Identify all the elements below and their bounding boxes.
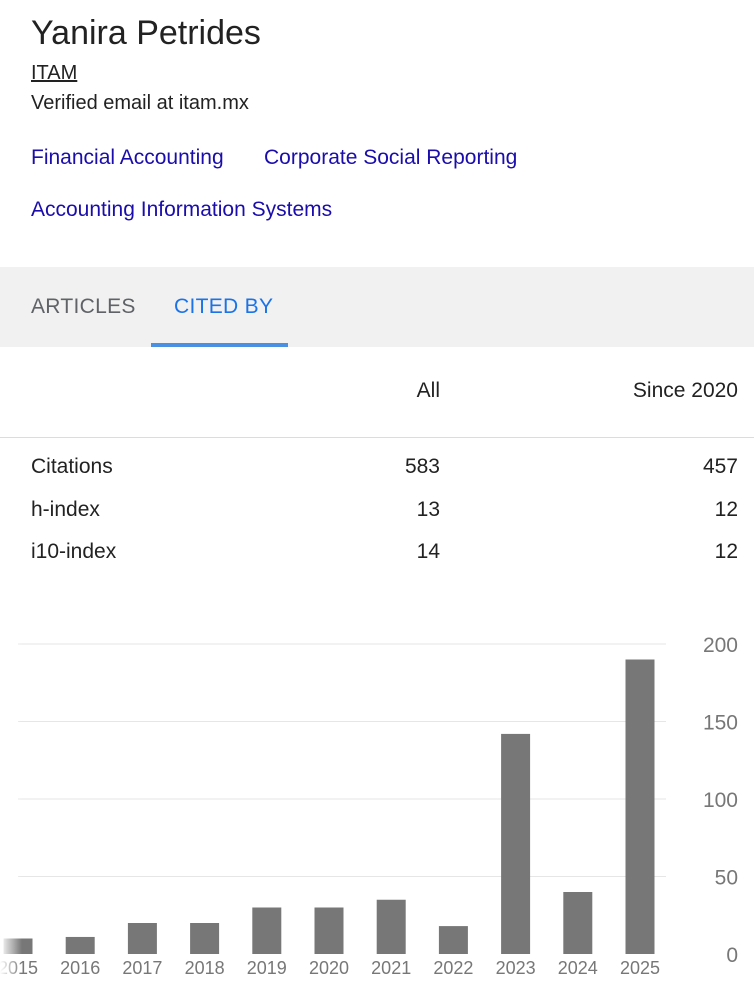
bar-2017[interactable] [127,923,157,954]
tab-bar: ARTICLES CITED BY [0,267,754,347]
column-header-since: Since 2020 [632,379,738,402]
y-tick-label: 100 [703,789,738,812]
bar-2020[interactable] [314,907,344,955]
stats-table-header: All Since 2020 [0,347,754,438]
tab-articles[interactable]: ARTICLES [31,295,136,318]
x-tick-label: 2019 [247,958,287,978]
stats-row-citations: Citations 583 457 [0,455,754,497]
bar-2023[interactable] [501,733,531,954]
left-scroll-fade [0,620,22,1000]
stat-label: h-index [31,498,100,521]
stats-row-i10-index: i10-index 14 12 [0,540,754,582]
bar-2019[interactable] [252,907,282,955]
bar-2021[interactable] [376,899,406,954]
interest-corporate-social-reporting[interactable]: Corporate Social Reporting [264,146,518,169]
bar-2025[interactable] [625,659,655,955]
x-tick-label: 2023 [496,958,536,978]
stat-label: i10-index [31,540,117,563]
x-tick-label: 2017 [122,958,162,978]
x-tick-label: 2018 [185,958,225,978]
bar-2024[interactable] [563,892,593,954]
y-tick-label: 200 [703,634,738,657]
y-tick-label: 0 [726,944,738,967]
tab-cited-by[interactable]: CITED BY [174,295,274,318]
citations-per-year-chart: 0501001502002015201620172018201920202021… [0,620,754,1000]
stat-all-value: 14 [416,540,440,563]
bar-2018[interactable] [190,923,220,954]
verified-email: Verified email at itam.mx [31,92,249,114]
column-header-all: All [416,379,440,402]
stat-label: Citations [31,455,113,478]
profile-name: Yanira Petrides [31,14,261,52]
y-tick-label: 50 [715,867,738,890]
x-tick-label: 2020 [309,958,349,978]
y-tick-label: 150 [703,712,738,735]
stats-row-h-index: h-index 13 12 [0,498,754,540]
x-tick-label: 2024 [558,958,598,978]
x-tick-label: 2025 [620,958,660,978]
citations-bar-chart-svg: 0501001502002015201620172018201920202021… [0,620,738,1000]
active-tab-indicator [151,343,288,347]
interest-financial-accounting[interactable]: Financial Accounting [31,146,224,169]
x-tick-label: 2016 [60,958,100,978]
bar-2016[interactable] [65,936,95,954]
stat-since-value: 457 [702,455,738,478]
affiliation-link[interactable]: ITAM [31,62,78,84]
interest-accounting-information-systems[interactable]: Accounting Information Systems [31,198,333,221]
stat-since-value: 12 [714,498,738,521]
bar-2022[interactable] [438,926,468,954]
x-tick-label: 2022 [433,958,473,978]
stat-since-value: 12 [714,540,738,563]
x-tick-label: 2021 [371,958,411,978]
profile-header: Yanira Petrides ITAM Verified email at i… [31,12,731,116]
stat-all-value: 583 [404,455,440,478]
stat-all-value: 13 [416,498,440,521]
